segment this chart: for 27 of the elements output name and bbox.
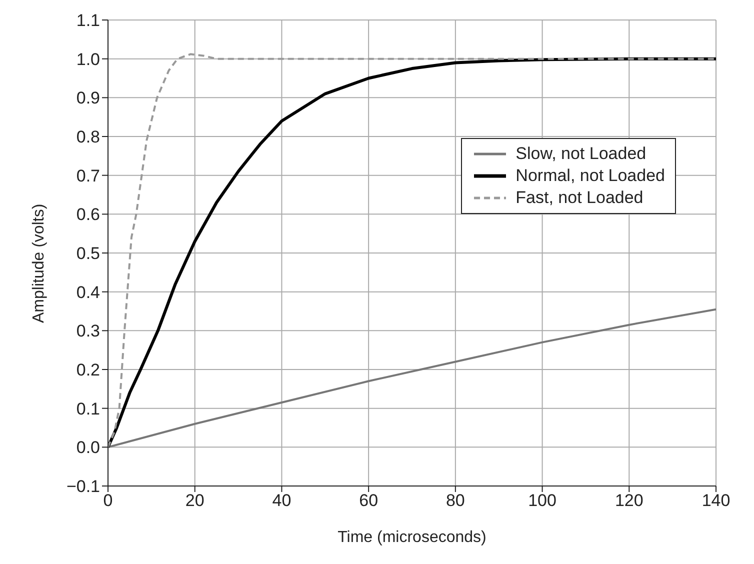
y-tick-label: 0.6 (76, 205, 100, 224)
legend-label: Normal, not Loaded (516, 165, 665, 187)
y-tick-label: 1.0 (76, 50, 100, 69)
x-tick-label: 40 (272, 491, 292, 510)
y-tick-label: 1.1 (76, 11, 100, 30)
legend-label: Slow, not Loaded (516, 143, 646, 165)
y-tick-label: 0.7 (76, 166, 100, 186)
x-tick-label: 0 (103, 491, 113, 510)
y-tick-label: −0.1 (66, 477, 100, 496)
x-tick-label: 100 (528, 491, 556, 510)
x-axis-title: Time (microseconds) (338, 529, 486, 546)
y-axis-title: Amplitude (volts) (30, 204, 48, 323)
y-tick-label: 0.5 (76, 244, 100, 264)
y-tick-label: 0.1 (76, 399, 100, 418)
y-tick-label: 0.9 (76, 88, 100, 108)
y-tick-label: 0.4 (76, 282, 100, 302)
line-series (108, 308, 716, 448)
x-tick-label: 80 (446, 491, 465, 510)
x-tick-label: 20 (185, 491, 204, 510)
y-tick-label: 0.3 (76, 322, 100, 341)
x-tick-label: 120 (614, 491, 644, 510)
x-tick-label: 60 (359, 491, 378, 510)
y-tick-label: 0.0 (76, 438, 100, 458)
legend-label: Fast, not Loaded (516, 187, 644, 209)
y-tick-label: 0.8 (76, 128, 100, 147)
x-tick-label: 140 (702, 491, 730, 510)
y-tick-label: 0.2 (76, 360, 100, 380)
